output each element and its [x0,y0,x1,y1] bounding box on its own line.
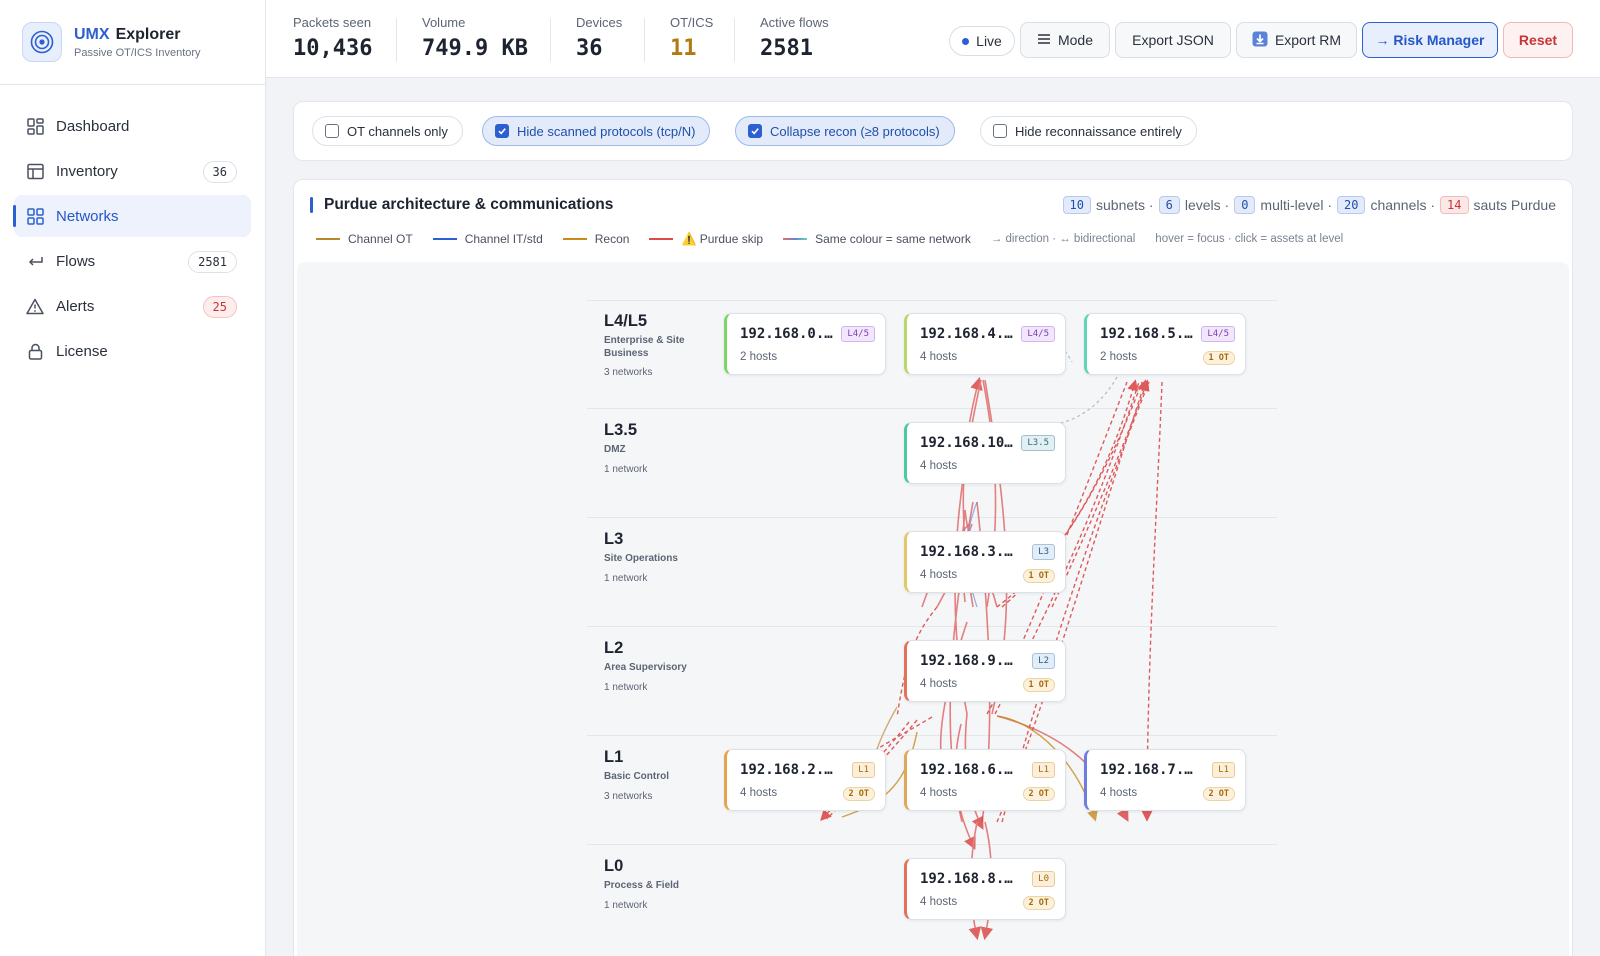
sidebar-item-label: Dashboard [56,117,130,135]
reset-button[interactable]: Reset [1503,22,1573,58]
level-l1[interactable]: L1 Basic Control 3 networks [604,748,670,802]
flows-count-badge: 2581 [188,251,237,273]
purdue-panel: Purdue architecture & communications 10 s… [293,179,1573,956]
export-rm-button[interactable]: Export RM [1236,22,1357,58]
sidebar-item-label: Networks [56,207,119,225]
top-stats-bar: Packets seen 10,436 Volume 749.9 KB Devi… [266,0,1600,78]
stat-devices: Devices 36 [576,15,623,61]
network-node[interactable]: 192.168.10.0/24 L3.5 4 hosts [904,422,1066,484]
sidebar-item-label: License [56,342,108,360]
app-title: UMX Explorer [74,25,181,43]
network-node[interactable]: 192.168.0.0/24 L4/5 2 hosts [724,313,886,375]
panel-summary: 10 subnets · 6 levels · 0 multi-level · 20 c… [1062,196,1556,214]
stat-ot-ics: OT/ICS 11 [670,15,714,61]
legend-hint: hover = focus · click = assets at level [1155,233,1344,245]
sidebar-item-networks[interactable]: Networks [13,195,251,237]
sidebar-item-flows[interactable]: Flows 2581 [14,240,251,282]
alerts-count-badge: 25 [202,296,237,318]
radar-logo-icon [22,22,62,62]
network-node[interactable]: 192.168.5.0/24 L4/5 2 hosts 1 OT [1084,313,1246,375]
app-subtitle: Passive OT/ICS Inventory [74,46,201,59]
legend: Channel OT Channel IT/std Recon ⚠️ Purdu… [316,232,1363,246]
legend-recon: Recon [562,232,629,246]
live-dot-icon [962,37,970,45]
lock-icon [26,342,44,360]
level-l3[interactable]: L3 Site Operations 1 network [604,530,678,584]
network-node[interactable]: 192.168.4.0/24 L4/5 4 hosts [904,313,1066,375]
network-node[interactable]: 192.168.8.0/24 L0 4 hosts 2 OT [904,858,1066,920]
checkbox-unchecked-icon [325,124,339,138]
download-icon [1252,31,1268,50]
brand: UMX Explorer Passive OT/ICS Inventory [0,0,265,85]
checkbox-unchecked-icon [993,124,1007,138]
legend-purdue-skip: ⚠️ Purdue skip [649,232,763,246]
legend-ot: Channel OT [316,232,413,246]
warning-triangle-icon [26,297,44,315]
sidebar-item-dashboard[interactable]: Dashboard [14,105,251,147]
legend-same-network: Same colour = same network [783,232,971,246]
network-node[interactable]: 192.168.9.0/24 L2 4 hosts 1 OT [904,640,1066,702]
sidebar: UMX Explorer Passive OT/ICS Inventory Das… [0,0,266,956]
panel-title: Purdue architecture & communications [310,196,613,214]
level-l2[interactable]: L2 Area Supervisory 1 network [604,639,687,693]
export-json-button[interactable]: Export JSON [1115,22,1231,58]
risk-manager-button[interactable]: → Risk Manager [1362,22,1498,58]
dashboard-icon [26,117,44,135]
purdue-diagram: L4/L5 Enterprise & Site Business 3 networ… [297,262,1569,956]
network-node[interactable]: 192.168.7.0/24 L1 4 hosts 2 OT [1084,749,1246,811]
network-node[interactable]: 192.168.6.0/24 L1 4 hosts 2 OT [904,749,1066,811]
hamburger-icon [1037,32,1051,48]
sidebar-item-alerts[interactable]: Alerts 25 [14,285,251,327]
inventory-count-badge: 36 [202,161,237,183]
filter-hide-scanned-protocols[interactable]: Hide scanned protocols (tcp/N) [482,116,711,146]
level-l0[interactable]: L0 Process & Field 1 network [604,857,680,911]
sidebar-item-label: Inventory [56,162,118,180]
grid-icon [26,207,44,225]
sidebar-item-label: Flows [56,252,96,270]
filter-collapse-recon[interactable]: Collapse recon (≥8 protocols) [735,116,955,146]
checkbox-checked-icon [748,124,762,138]
legend-direction: → direction · ↔ bidirectional [990,233,1136,245]
sidebar-item-license[interactable]: License [14,330,251,372]
level-l4-l5[interactable]: L4/L5 Enterprise & Site Business 3 networ… [604,312,685,378]
filter-ot-channels-only[interactable]: OT channels only [312,116,463,146]
sidebar-nav: Dashboard Inventory 36 Networks Flows 25… [0,85,265,372]
table-icon [26,162,44,180]
filter-bar: OT channels only Hide scanned protocols … [293,101,1573,161]
network-node[interactable]: 192.168.3.0/24 L3 4 hosts 1 OT [904,531,1066,593]
stat-volume: Volume 749.9 KB [422,15,528,61]
return-arrow-icon [26,252,44,270]
mode-button[interactable]: Mode [1020,22,1110,58]
filter-hide-recon-entirely[interactable]: Hide reconnaissance entirely [980,116,1197,146]
stat-packets: Packets seen 10,436 [293,15,373,61]
legend-it: Channel IT/std [432,232,543,246]
sidebar-item-inventory[interactable]: Inventory 36 [14,150,251,192]
live-toggle-button[interactable]: Live [949,26,1015,56]
stat-active-flows: Active flows 2581 [760,15,829,61]
level-l3-5[interactable]: L3.5 DMZ 1 network [604,421,648,475]
checkbox-checked-icon [495,124,509,138]
sidebar-item-label: Alerts [56,297,95,315]
network-node[interactable]: 192.168.2.0/24 L1 4 hosts 2 OT [724,749,886,811]
